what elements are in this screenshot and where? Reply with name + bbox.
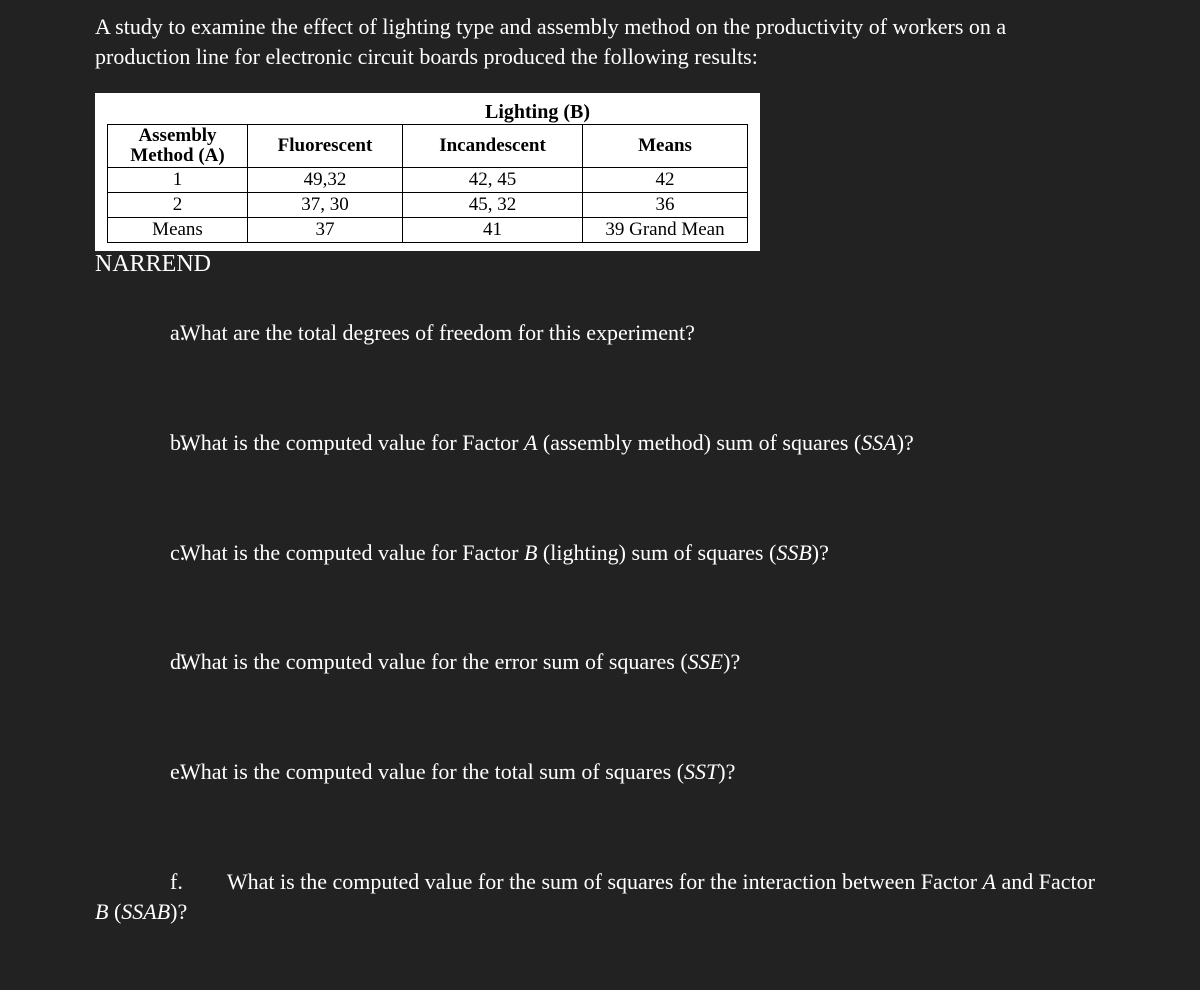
text-fragment: What is the computed value for the sum o… bbox=[227, 869, 983, 894]
question-label: e. bbox=[95, 757, 180, 787]
question-label: a. bbox=[95, 318, 180, 348]
narrend-label: NARREND bbox=[95, 251, 1105, 278]
italic-text: SSAB bbox=[121, 899, 170, 924]
cell: 45, 32 bbox=[403, 193, 583, 218]
cell: 37, 30 bbox=[248, 193, 403, 218]
question-e: e. What is the computed value for the to… bbox=[95, 757, 1105, 787]
table-row: 2 37, 30 45, 32 36 bbox=[108, 193, 748, 218]
question-label: b. bbox=[95, 428, 180, 458]
italic-text: B bbox=[95, 899, 108, 924]
cell: 42, 45 bbox=[403, 168, 583, 193]
row-label: Means bbox=[108, 218, 248, 243]
italic-text: SSB bbox=[776, 540, 811, 565]
question-list: a. What are the total degrees of freedom… bbox=[95, 318, 1105, 928]
question-label: f. bbox=[95, 867, 183, 898]
question-label: c. bbox=[95, 538, 180, 568]
data-table-container: Lighting (B) Assembly Method (A) Fluores… bbox=[95, 93, 760, 251]
text-fragment: What is the computed value for Factor bbox=[180, 430, 524, 455]
text-fragment: ( bbox=[108, 899, 121, 924]
question-b: b. What is the computed value for Factor… bbox=[95, 428, 1105, 458]
text-fragment: )? bbox=[897, 430, 914, 455]
text-fragment: and Factor bbox=[996, 869, 1095, 894]
text-fragment: )? bbox=[812, 540, 829, 565]
question-text: What is the computed value for Factor A … bbox=[180, 428, 914, 458]
question-a: a. What are the total degrees of freedom… bbox=[95, 318, 1105, 348]
question-d: d. What is the computed value for the er… bbox=[95, 647, 1105, 677]
text-fragment: (lighting) sum of squares ( bbox=[537, 540, 776, 565]
cell: 49,32 bbox=[248, 168, 403, 193]
table-row: Means 37 41 39 Grand Mean bbox=[108, 218, 748, 243]
italic-text: SSA bbox=[861, 430, 896, 455]
text-fragment: What is the computed value for the total… bbox=[180, 759, 684, 784]
question-text: What is the computed value for the sum o… bbox=[95, 869, 1095, 925]
cell: 41 bbox=[403, 218, 583, 243]
row-factor-header-text: Assembly Method (A) bbox=[112, 126, 243, 166]
text-fragment: )? bbox=[718, 759, 735, 784]
col-header-fluorescent: Fluorescent bbox=[248, 125, 403, 168]
col-header-incandescent: Incandescent bbox=[403, 125, 583, 168]
table-row: 1 49,32 42, 45 42 bbox=[108, 168, 748, 193]
question-label: d. bbox=[95, 647, 180, 677]
italic-text: A bbox=[983, 869, 996, 894]
cell: 37 bbox=[248, 218, 403, 243]
text-fragment: What is the computed value for the error… bbox=[180, 649, 688, 674]
italic-text: A bbox=[524, 430, 537, 455]
question-text: What is the computed value for the error… bbox=[180, 647, 740, 677]
intro-text: A study to examine the effect of lightin… bbox=[95, 12, 1105, 71]
row-factor-header: Assembly Method (A) bbox=[108, 125, 248, 168]
text-fragment: )? bbox=[170, 899, 187, 924]
text-fragment: What is the computed value for Factor bbox=[180, 540, 524, 565]
cell: 39 Grand Mean bbox=[583, 218, 748, 243]
lighting-title: Lighting (B) bbox=[327, 101, 748, 124]
row-label: 2 bbox=[108, 193, 248, 218]
question-text: What is the computed value for the total… bbox=[180, 757, 735, 787]
cell: 42 bbox=[583, 168, 748, 193]
italic-text: SST bbox=[684, 759, 718, 784]
italic-text: SSE bbox=[688, 649, 723, 674]
anova-data-table: Assembly Method (A) Fluorescent Incandes… bbox=[107, 124, 748, 243]
question-f: f. What is the computed value for the su… bbox=[95, 867, 1105, 929]
text-fragment: (assembly method) sum of squares ( bbox=[537, 430, 861, 455]
row-label: 1 bbox=[108, 168, 248, 193]
question-text: What are the total degrees of freedom fo… bbox=[180, 318, 695, 348]
cell: 36 bbox=[583, 193, 748, 218]
question-c: c. What is the computed value for Factor… bbox=[95, 538, 1105, 568]
italic-text: B bbox=[524, 540, 537, 565]
col-header-means: Means bbox=[583, 125, 748, 168]
text-fragment: )? bbox=[723, 649, 740, 674]
question-text: What is the computed value for Factor B … bbox=[180, 538, 829, 568]
